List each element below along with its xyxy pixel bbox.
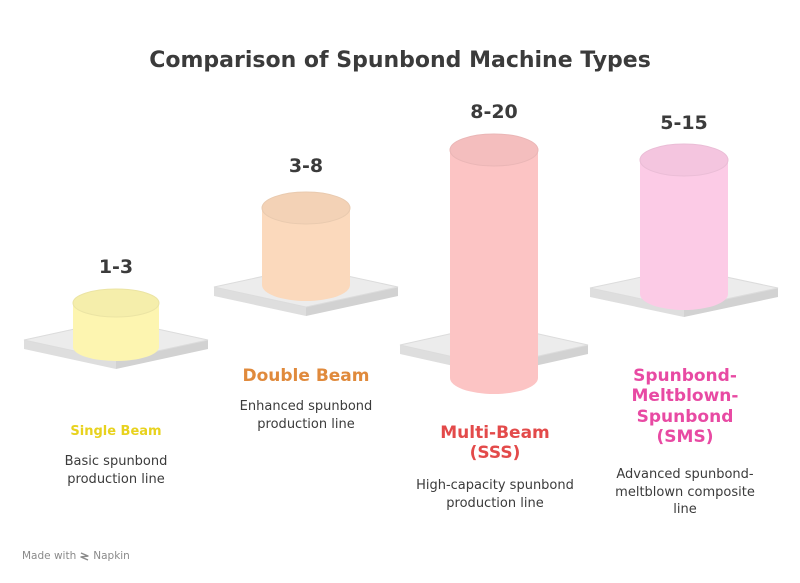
double-beam-value: 3-8	[288, 155, 324, 177]
footer-brand: Napkin	[93, 550, 130, 562]
sms-platform-side-right	[684, 288, 778, 317]
napkin-logo-icon	[80, 551, 89, 561]
single-beam-value: 1-3	[98, 256, 134, 278]
page-title: Comparison of Spunbond Machine Types	[149, 48, 651, 73]
sms-bar	[589, 143, 779, 317]
multi-beam-description: High-capacity spunbond production line	[416, 478, 574, 511]
sms-cylinder-top	[639, 143, 729, 177]
double-beam-description: Enhanced spunbond production line	[239, 399, 373, 432]
sms-platform-side-left	[590, 288, 684, 317]
double-beam-bar	[213, 191, 399, 316]
multi-beam-cylinder-body	[450, 150, 538, 394]
multi-beam-value: 8-20	[470, 101, 518, 123]
single-beam-label: Single Beam	[70, 424, 162, 439]
multi-beam-cylinder-top	[449, 133, 539, 167]
single-beam-bar	[23, 288, 209, 369]
sms-label: Spunbond-Meltblown-Spunbond (SMS)	[631, 366, 739, 448]
single-beam-platform-side-left	[24, 340, 116, 369]
footer: Made with Napkin	[22, 550, 130, 562]
sms-value: 5-15	[660, 112, 708, 134]
footer-made-with: Made with	[22, 550, 77, 562]
double-beam-label: Double Beam	[242, 366, 370, 386]
multi-beam-label: Multi-Beam (SSS)	[440, 423, 550, 464]
double-beam-cylinder-top	[261, 191, 351, 225]
double-beam-cylinder-body	[262, 208, 350, 301]
sms-description: Advanced spunbond-meltblown composite li…	[615, 467, 755, 518]
sms-cylinder-body	[640, 160, 728, 310]
double-beam-platform-side-left	[214, 287, 306, 316]
single-beam-description: Basic spunbond production line	[64, 454, 168, 487]
multi-beam-bar	[399, 133, 589, 394]
double-beam-platform-side-right	[306, 287, 398, 316]
single-beam-platform-side-right	[116, 340, 208, 369]
single-beam-cylinder-body	[73, 303, 159, 361]
single-beam-cylinder-top	[72, 288, 160, 318]
